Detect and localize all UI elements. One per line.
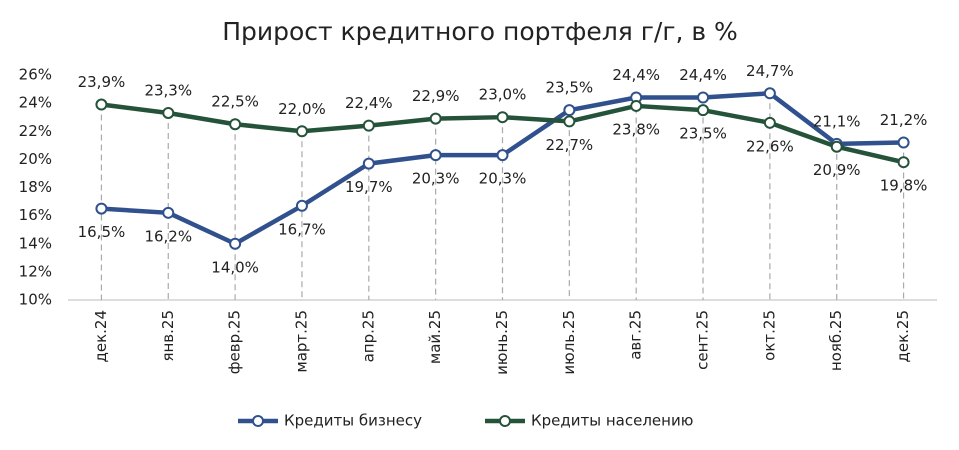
x-tick-label: дек.25	[894, 310, 912, 363]
data-label: 22,5%	[211, 93, 259, 111]
y-tick-label: 16%	[19, 206, 52, 224]
point-marker	[563, 115, 576, 128]
point-marker	[362, 157, 375, 170]
data-label: 23,5%	[546, 79, 594, 97]
data-label: 16,2%	[144, 227, 192, 245]
data-label: 22,7%	[546, 136, 594, 154]
y-tick-label: 10%	[19, 291, 52, 309]
data-label: 21,1%	[813, 112, 861, 130]
x-tick-label: авг.25	[627, 310, 645, 360]
legend-label: Кредиты бизнесу	[284, 412, 422, 430]
data-label: 23,0%	[479, 86, 527, 104]
data-label: 22,9%	[412, 87, 460, 105]
x-tick-label: март.25	[292, 310, 310, 373]
point-marker	[362, 119, 375, 132]
point-marker	[563, 104, 576, 117]
x-tick-label: дек.24	[92, 310, 110, 363]
data-label: 23,8%	[612, 120, 660, 138]
x-tick-label: нояб.25	[827, 310, 845, 371]
point-marker	[429, 112, 442, 125]
point-marker	[162, 206, 175, 219]
x-tick-label: сент.25	[694, 310, 712, 370]
data-label: 23,9%	[78, 73, 126, 91]
point-marker	[229, 237, 242, 250]
legend-marker	[499, 415, 511, 427]
data-label: 22,6%	[746, 137, 794, 155]
x-tick-label: янв.25	[159, 310, 177, 362]
data-label: 16,5%	[78, 223, 126, 241]
data-label: 20,9%	[813, 161, 861, 179]
point-marker	[830, 140, 843, 153]
legend-label: Кредиты населению	[531, 412, 693, 430]
legend-marker	[252, 415, 264, 427]
point-marker	[763, 87, 776, 100]
data-label: 19,7%	[345, 178, 393, 196]
point-marker	[897, 136, 910, 149]
data-label: 19,8%	[880, 177, 928, 195]
point-marker	[496, 149, 509, 162]
y-tick-label: 26%	[19, 66, 52, 84]
data-label: 14,0%	[211, 258, 259, 276]
point-marker	[763, 116, 776, 129]
x-tick-label: апр.25	[359, 310, 377, 362]
data-label: 24,4%	[679, 66, 727, 84]
x-tick-label: февр.25	[226, 310, 244, 374]
data-label: 16,7%	[278, 220, 326, 238]
data-label: 20,3%	[479, 170, 527, 188]
data-label: 23,3%	[144, 81, 192, 99]
point-marker	[229, 118, 242, 131]
y-tick-label: 18%	[19, 178, 52, 196]
y-tick-label: 14%	[19, 234, 52, 252]
point-marker	[630, 99, 643, 112]
point-marker	[95, 98, 108, 111]
y-tick-label: 22%	[19, 122, 52, 140]
point-marker	[295, 125, 308, 138]
point-marker	[429, 149, 442, 162]
point-marker	[162, 106, 175, 119]
x-tick-label: май.25	[426, 310, 444, 364]
data-label: 24,4%	[612, 66, 660, 84]
y-tick-label: 20%	[19, 150, 52, 168]
data-label: 24,7%	[746, 62, 794, 80]
x-tick-label: июль.25	[560, 310, 578, 375]
data-label: 22,4%	[345, 94, 393, 112]
y-tick-label: 24%	[19, 94, 52, 112]
point-marker	[697, 91, 710, 104]
x-tick-label: июнь.25	[493, 310, 511, 375]
y-tick-label: 12%	[19, 262, 52, 280]
chart-title: Прирост кредитного портфеля г/г, в %	[222, 17, 738, 46]
data-label: 21,2%	[880, 111, 928, 129]
point-marker	[697, 104, 710, 117]
data-label: 23,5%	[679, 125, 727, 143]
point-marker	[897, 156, 910, 169]
data-label: 20,3%	[412, 170, 460, 188]
x-tick-label: окт.25	[760, 310, 778, 361]
point-marker	[95, 202, 108, 215]
data-label: 22,0%	[278, 100, 326, 118]
point-marker	[496, 111, 509, 124]
point-marker	[295, 199, 308, 212]
